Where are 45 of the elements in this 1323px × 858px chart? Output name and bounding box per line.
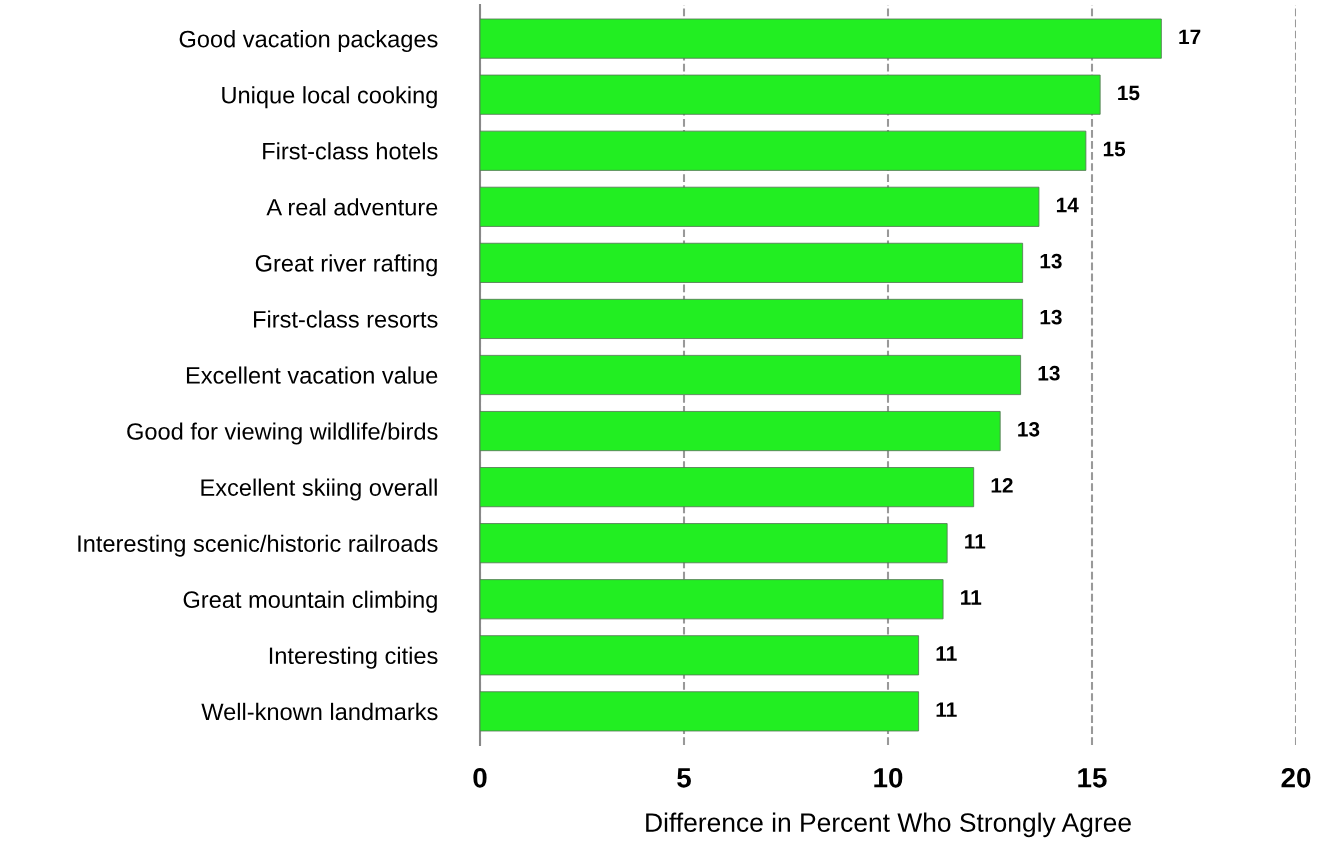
x-tick-label: 20 <box>1281 767 1311 788</box>
x-tick-label: 10 <box>874 767 903 788</box>
y-tick-label: First-class resorts <box>254 310 438 328</box>
data-label: 14 <box>1056 197 1079 213</box>
bar <box>480 354 1022 396</box>
x-tick-label: 15 <box>1078 768 1107 788</box>
data-label: 13 <box>1040 253 1062 269</box>
bar <box>480 186 1040 227</box>
y-tick-label: Well-known landmarks <box>201 702 438 721</box>
bar <box>480 635 920 676</box>
y-tick-label: First-class hotels <box>263 142 438 160</box>
y-tick-label: Good for viewing wildlife/birds <box>127 422 438 445</box>
y-tick-label: Interesting cities <box>269 646 438 669</box>
data-label: 11 <box>965 534 986 549</box>
y-tick-label: Excellent skiing overall <box>201 478 437 501</box>
data-label: 13 <box>1040 309 1062 325</box>
bar <box>480 130 1087 171</box>
x-tick-label: 5 <box>677 768 691 788</box>
y-tick-label: A real adventure <box>266 198 438 216</box>
data-label: 11 <box>936 702 957 717</box>
data-label: 11 <box>936 646 957 661</box>
y-tick-label: Great mountain climbing <box>183 590 437 613</box>
bar <box>480 298 1024 339</box>
y-tick-label: Good vacation packages <box>179 30 438 53</box>
bar <box>480 74 1101 115</box>
bar <box>480 18 1162 59</box>
bar <box>480 691 920 732</box>
x-axis-title: Difference in Percent Who Strongly Agree <box>646 812 1131 838</box>
bar <box>480 411 1001 452</box>
bar <box>480 467 975 508</box>
y-tick-label: Excellent vacation value <box>186 366 438 384</box>
y-tick-label: Unique local cooking <box>222 86 437 109</box>
data-label: 11 <box>961 590 982 605</box>
x-tick-label: 0 <box>473 767 487 788</box>
data-label: 15 <box>1103 141 1126 157</box>
data-label: 17 <box>1179 29 1201 45</box>
bar <box>480 523 948 564</box>
data-label: 13 <box>1038 365 1060 381</box>
data-label: 13 <box>1018 421 1040 437</box>
data-label: 15 <box>1118 85 1140 101</box>
y-tick-label: Great river rafting <box>255 254 437 277</box>
y-tick-label: Interesting scenic/historic railroads <box>78 534 438 557</box>
bar <box>480 242 1024 283</box>
data-label: 12 <box>991 477 1013 493</box>
bar <box>480 579 944 620</box>
